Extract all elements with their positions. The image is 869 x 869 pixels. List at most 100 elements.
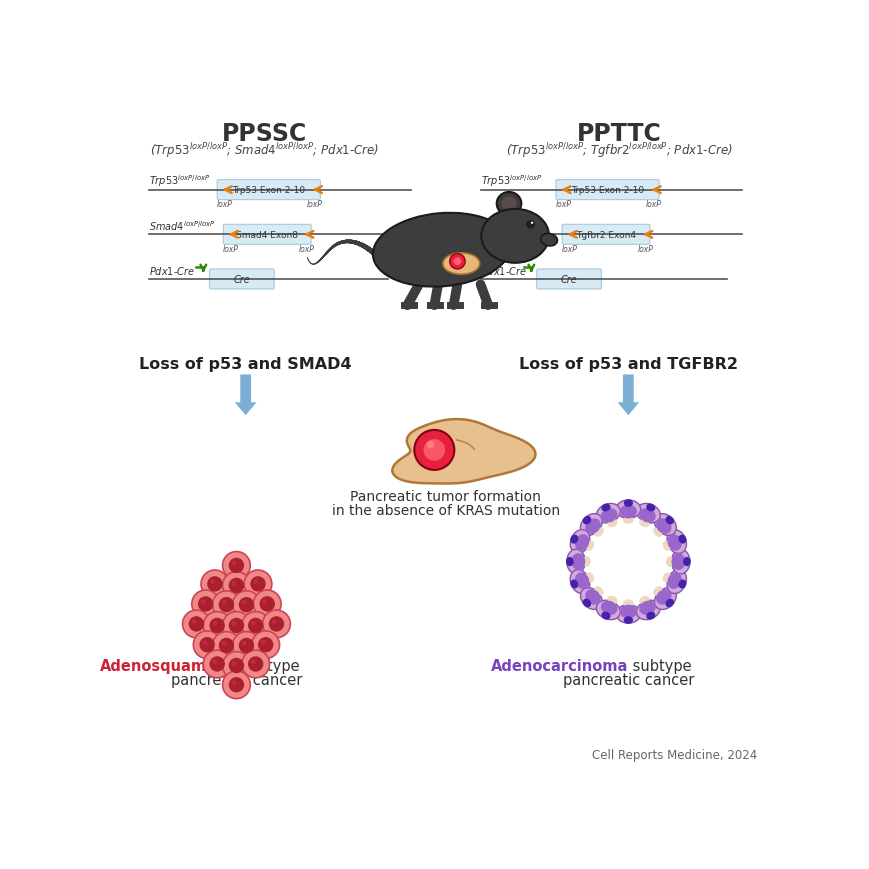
Circle shape xyxy=(232,591,260,619)
Ellipse shape xyxy=(574,573,588,589)
Circle shape xyxy=(229,558,244,574)
Circle shape xyxy=(222,671,250,699)
Ellipse shape xyxy=(373,214,511,288)
Text: pancreatic cancer: pancreatic cancer xyxy=(170,672,302,687)
Circle shape xyxy=(251,621,255,626)
Ellipse shape xyxy=(594,587,603,596)
Text: Cre: Cre xyxy=(560,275,577,285)
Circle shape xyxy=(231,581,236,586)
Circle shape xyxy=(262,610,290,638)
Circle shape xyxy=(222,572,250,600)
Ellipse shape xyxy=(620,605,636,619)
Ellipse shape xyxy=(585,541,594,551)
Ellipse shape xyxy=(623,500,633,507)
Text: $Smad4^{loxP/loxP}$: $Smad4^{loxP/loxP}$ xyxy=(149,219,216,233)
Text: $Pdx1$-$Cre$: $Pdx1$-$Cre$ xyxy=(480,264,526,276)
Ellipse shape xyxy=(594,527,603,537)
Ellipse shape xyxy=(639,508,655,523)
Circle shape xyxy=(259,596,275,612)
Circle shape xyxy=(222,641,226,646)
Ellipse shape xyxy=(574,534,588,551)
Text: pancreatic cancer: pancreatic cancer xyxy=(562,672,693,687)
Circle shape xyxy=(202,640,207,645)
Ellipse shape xyxy=(615,605,640,623)
Circle shape xyxy=(212,660,217,664)
Polygon shape xyxy=(235,375,256,415)
Ellipse shape xyxy=(666,556,673,567)
Ellipse shape xyxy=(582,556,590,567)
Ellipse shape xyxy=(662,541,670,551)
Text: $Pdx1$-$Cre$: $Pdx1$-$Cre$ xyxy=(149,264,196,276)
Ellipse shape xyxy=(682,557,690,567)
Ellipse shape xyxy=(580,514,601,536)
Ellipse shape xyxy=(620,505,636,519)
Ellipse shape xyxy=(636,504,660,523)
Text: loxP: loxP xyxy=(645,200,661,209)
Circle shape xyxy=(209,618,224,634)
Circle shape xyxy=(232,632,260,660)
Circle shape xyxy=(231,680,236,685)
Text: Adenosquamous: Adenosquamous xyxy=(100,658,236,673)
Circle shape xyxy=(191,590,219,618)
Ellipse shape xyxy=(501,197,516,211)
Ellipse shape xyxy=(600,504,610,512)
Circle shape xyxy=(212,621,217,626)
Ellipse shape xyxy=(571,554,585,570)
Ellipse shape xyxy=(596,504,620,523)
Ellipse shape xyxy=(671,554,685,570)
Ellipse shape xyxy=(569,530,589,554)
Circle shape xyxy=(261,640,265,645)
Text: $Trp53^{loxP/loxP}$: $Trp53^{loxP/loxP}$ xyxy=(149,173,210,189)
Circle shape xyxy=(530,222,533,225)
Circle shape xyxy=(242,600,246,605)
Ellipse shape xyxy=(667,530,686,554)
Ellipse shape xyxy=(600,612,610,620)
Circle shape xyxy=(222,612,250,640)
Ellipse shape xyxy=(566,549,585,574)
Ellipse shape xyxy=(615,501,640,519)
Text: subtype: subtype xyxy=(627,658,691,673)
Ellipse shape xyxy=(653,514,675,536)
Text: loxP: loxP xyxy=(222,244,239,253)
Ellipse shape xyxy=(569,570,589,594)
Ellipse shape xyxy=(639,596,649,604)
Text: Tgfbr2 Exon4: Tgfbr2 Exon4 xyxy=(575,230,635,240)
Ellipse shape xyxy=(639,520,649,527)
Ellipse shape xyxy=(585,519,600,534)
Ellipse shape xyxy=(540,234,557,247)
Circle shape xyxy=(526,222,534,229)
Circle shape xyxy=(248,618,263,634)
Ellipse shape xyxy=(665,599,673,607)
Circle shape xyxy=(231,621,236,626)
Circle shape xyxy=(207,576,222,592)
Text: Adenocarcinoma: Adenocarcinoma xyxy=(490,658,627,673)
Circle shape xyxy=(222,552,250,580)
Circle shape xyxy=(231,661,236,666)
Circle shape xyxy=(193,631,221,659)
Ellipse shape xyxy=(667,534,681,551)
Text: Trp53 Exon 2-10: Trp53 Exon 2-10 xyxy=(570,186,643,195)
Ellipse shape xyxy=(442,254,479,275)
Circle shape xyxy=(212,632,240,660)
Circle shape xyxy=(218,638,234,653)
Ellipse shape xyxy=(481,209,548,263)
Text: loxP: loxP xyxy=(216,200,233,209)
Circle shape xyxy=(242,650,269,678)
FancyBboxPatch shape xyxy=(223,225,311,245)
FancyBboxPatch shape xyxy=(536,269,600,289)
Circle shape xyxy=(244,570,271,598)
Ellipse shape xyxy=(671,549,689,574)
FancyBboxPatch shape xyxy=(217,181,320,201)
Text: Loss of p53 and TGFBR2: Loss of p53 and TGFBR2 xyxy=(518,357,737,372)
Circle shape xyxy=(238,638,254,653)
Circle shape xyxy=(229,618,244,634)
Circle shape xyxy=(251,631,279,659)
Circle shape xyxy=(449,255,465,269)
Text: Smad4 Exon8: Smad4 Exon8 xyxy=(236,230,298,240)
Ellipse shape xyxy=(646,504,654,512)
Text: ($Trp53^{loxP/loxP}$; $Smad4^{loxP/loxP}$; $Pdx1$-$Cre$): ($Trp53^{loxP/loxP}$; $Smad4^{loxP/loxP}… xyxy=(150,141,379,160)
Text: Trp53 Exon 2-10: Trp53 Exon 2-10 xyxy=(232,186,305,195)
Ellipse shape xyxy=(607,520,617,527)
Circle shape xyxy=(212,591,240,619)
Ellipse shape xyxy=(653,588,675,610)
